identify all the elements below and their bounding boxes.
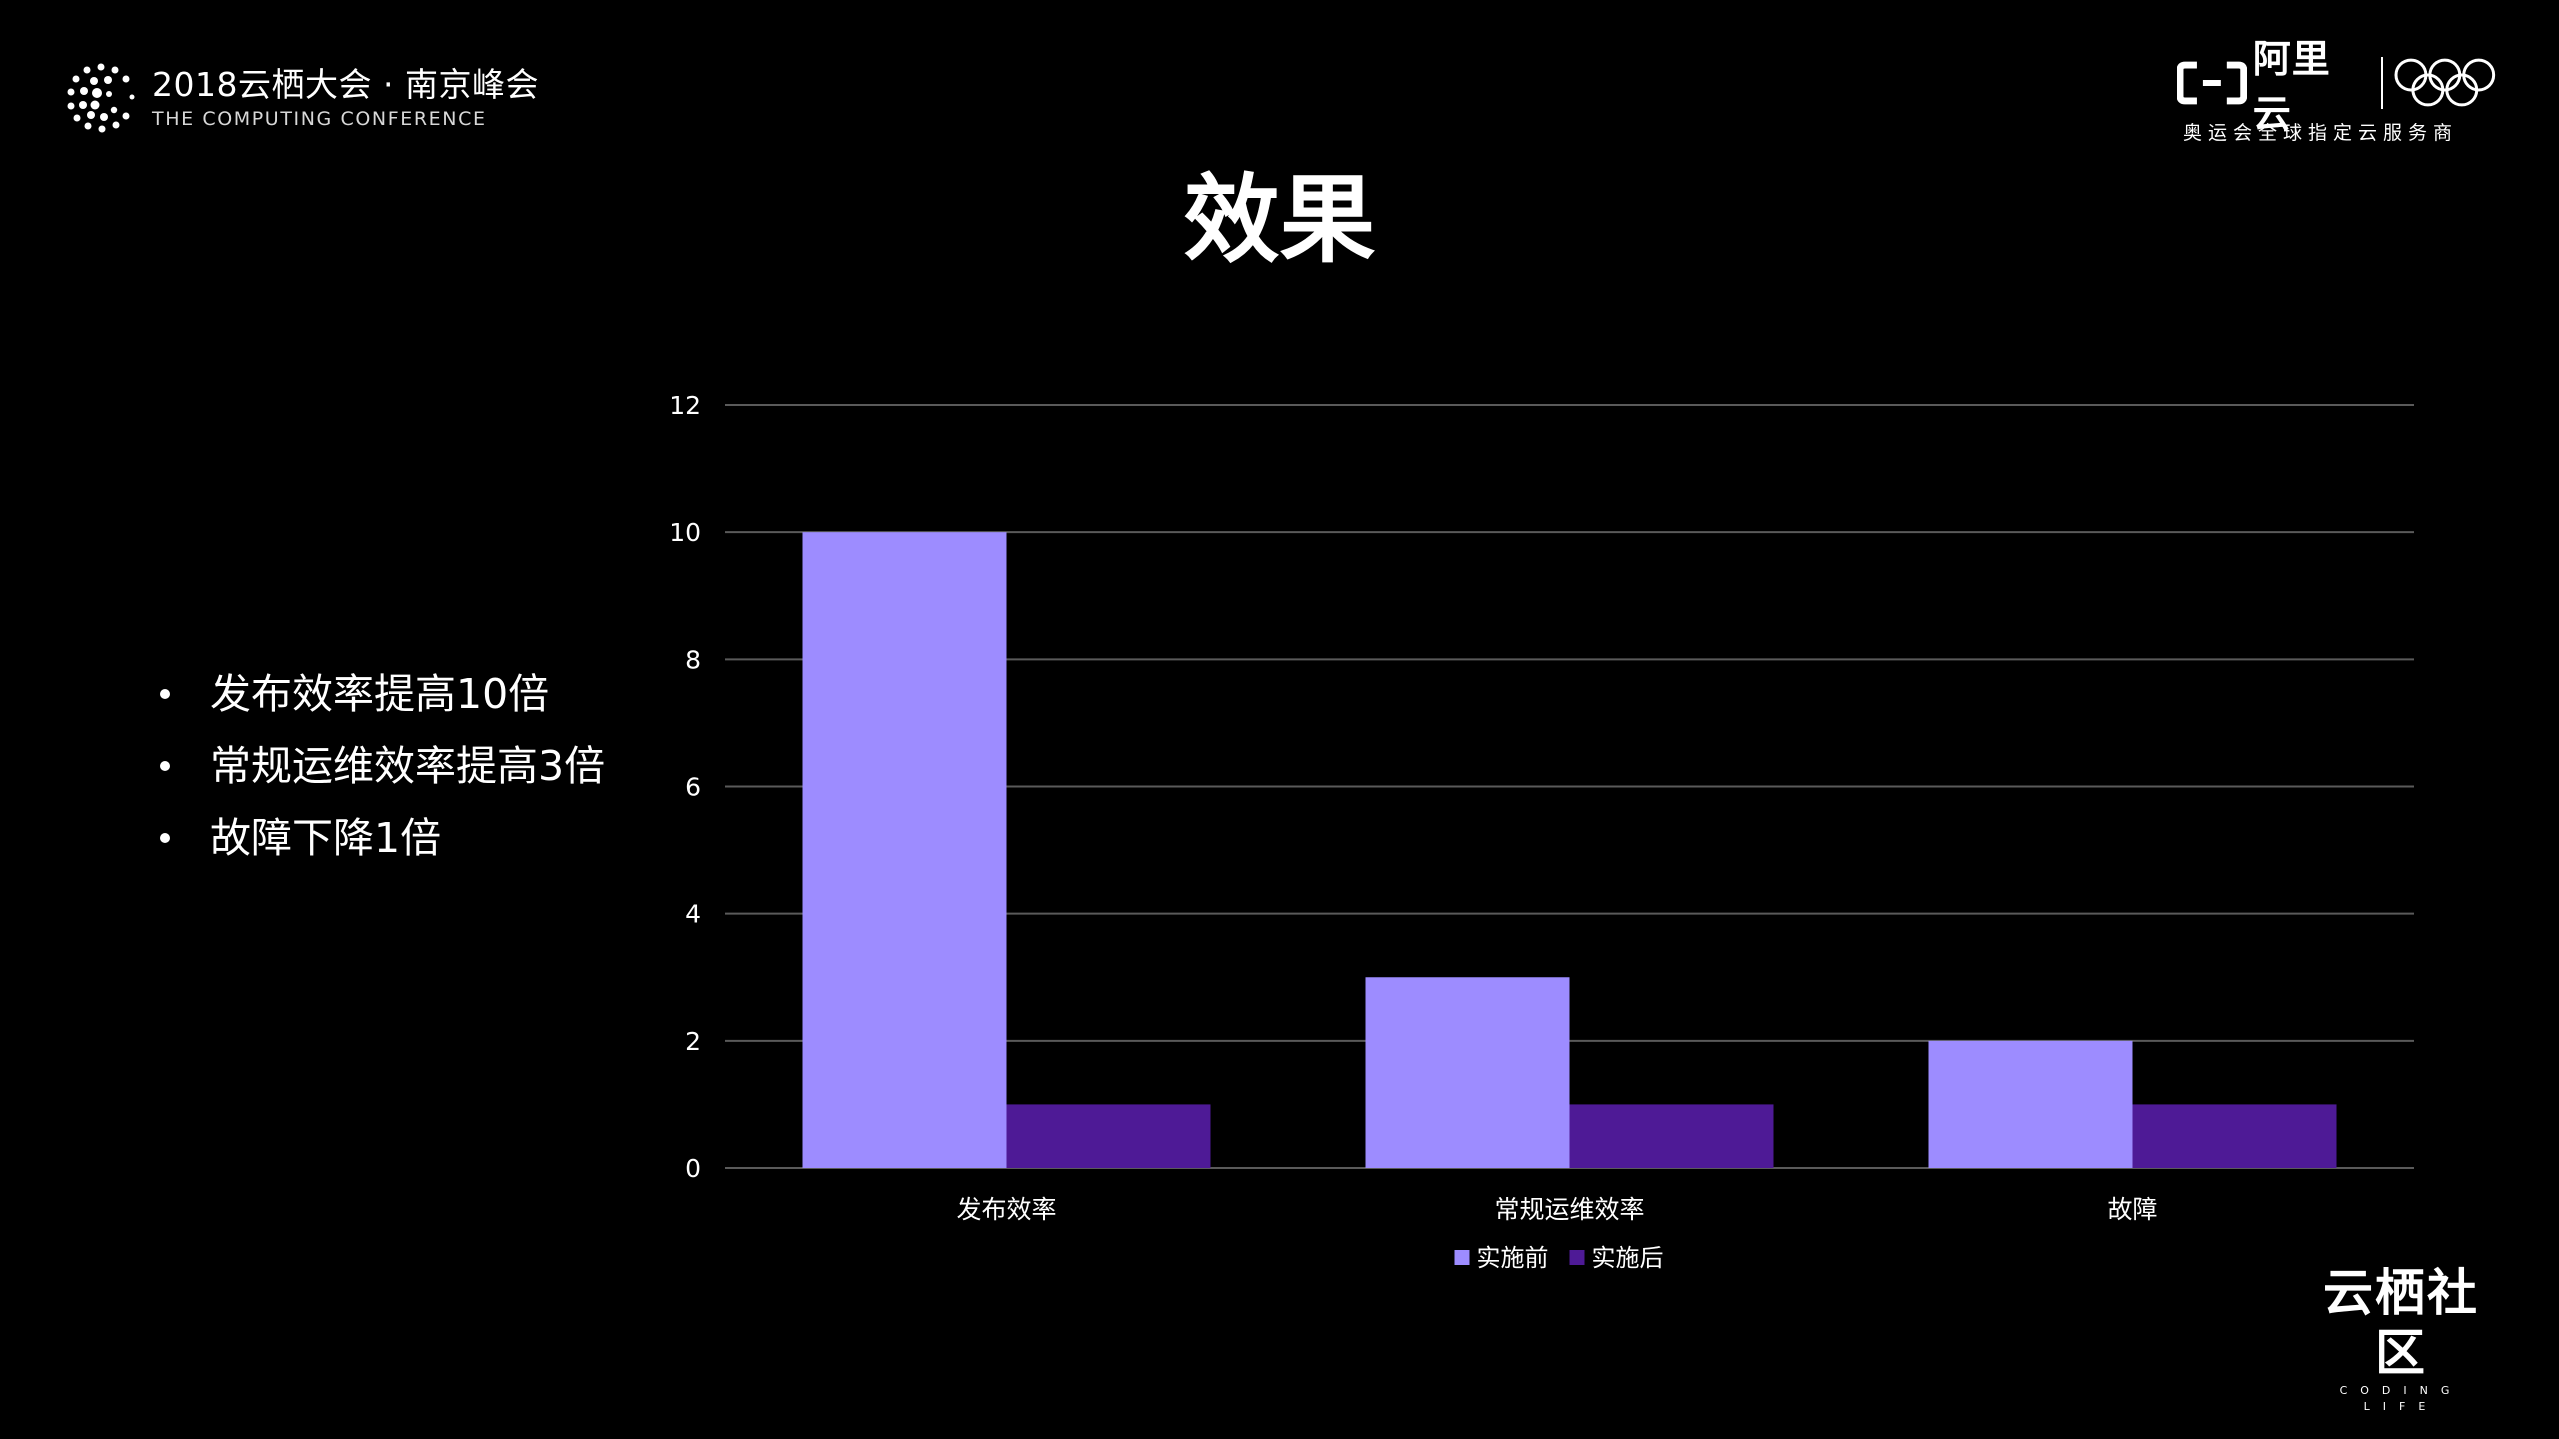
bullet-list: 发布效率提高10倍 常规运维效率提高3倍 故障下降1倍 [160,658,605,874]
slide-title: 效果 [1183,164,1376,276]
chart-y-ticks: 0 2 4 6 8 10 12 [669,391,701,1183]
y-tick-label: 4 [685,900,701,929]
bullet-dot-icon [160,833,170,843]
bar [1928,1040,2133,1168]
chart-legend: 实施前 实施后 [1454,1244,1664,1272]
legend-label: 实施后 [1592,1244,1664,1272]
legend-swatch [1569,1250,1585,1265]
x-tick-label: 常规运维效率 [1494,1195,1644,1224]
bullet-item: 常规运维效率提高3倍 [160,730,605,802]
conference-title: 2018云栖大会 · 南京峰会 [152,65,539,104]
bar [1365,977,1570,1168]
community-name: 云栖社区 [2323,1264,2479,1382]
conference-dots-icon [67,63,135,133]
bullet-item: 故障下降1倍 [160,802,605,874]
y-tick-label: 6 [685,773,701,802]
bullet-item: 发布效率提高10倍 [160,658,605,730]
brand-divider [2381,57,2384,109]
bullet-dot-icon [160,689,170,699]
x-tick-label: 故障 [2107,1195,2157,1224]
brand-tagline: 奥运会全球指定云服务商 [2183,122,2459,144]
y-tick-label: 12 [669,391,701,420]
bullet-dot-icon [160,761,170,771]
bar [802,532,1007,1168]
y-tick-label: 2 [685,1027,701,1056]
bar [2132,1104,2337,1168]
bar [1569,1104,1774,1168]
y-tick-label: 8 [685,645,701,674]
community-logo: 云栖社区 CODING LIFE [2309,1263,2493,1415]
bullet-text: 常规运维效率提高3倍 [210,742,606,790]
chart-x-ticks: 发布效率 常规运维效率 故障 [956,1195,2157,1224]
y-tick-label: 0 [685,1154,701,1183]
x-tick-label: 发布效率 [956,1195,1056,1224]
community-subtitle: CODING LIFE [2339,1384,2463,1413]
olympic-rings-icon [2394,58,2496,107]
brand-name: 阿里云 [2252,37,2331,136]
conference-subtitle: THE COMPUTING CONFERENCE [152,108,487,130]
conference-logo: 2018云栖大会 · 南京峰会 THE COMPUTING CONFERENCE [64,58,539,138]
bar [1006,1104,1211,1168]
y-tick-label: 10 [669,518,701,547]
bullet-text: 故障下降1倍 [210,814,442,862]
legend-label: 实施前 [1477,1244,1549,1272]
chart-bars [802,532,2337,1168]
bullet-text: 发布效率提高10倍 [210,670,550,718]
aliyun-bracket-icon [2177,61,2247,105]
legend-swatch [1454,1250,1470,1265]
aliyun-brand: 阿里云 奥运会全球指定云服务商 [2177,37,2497,148]
